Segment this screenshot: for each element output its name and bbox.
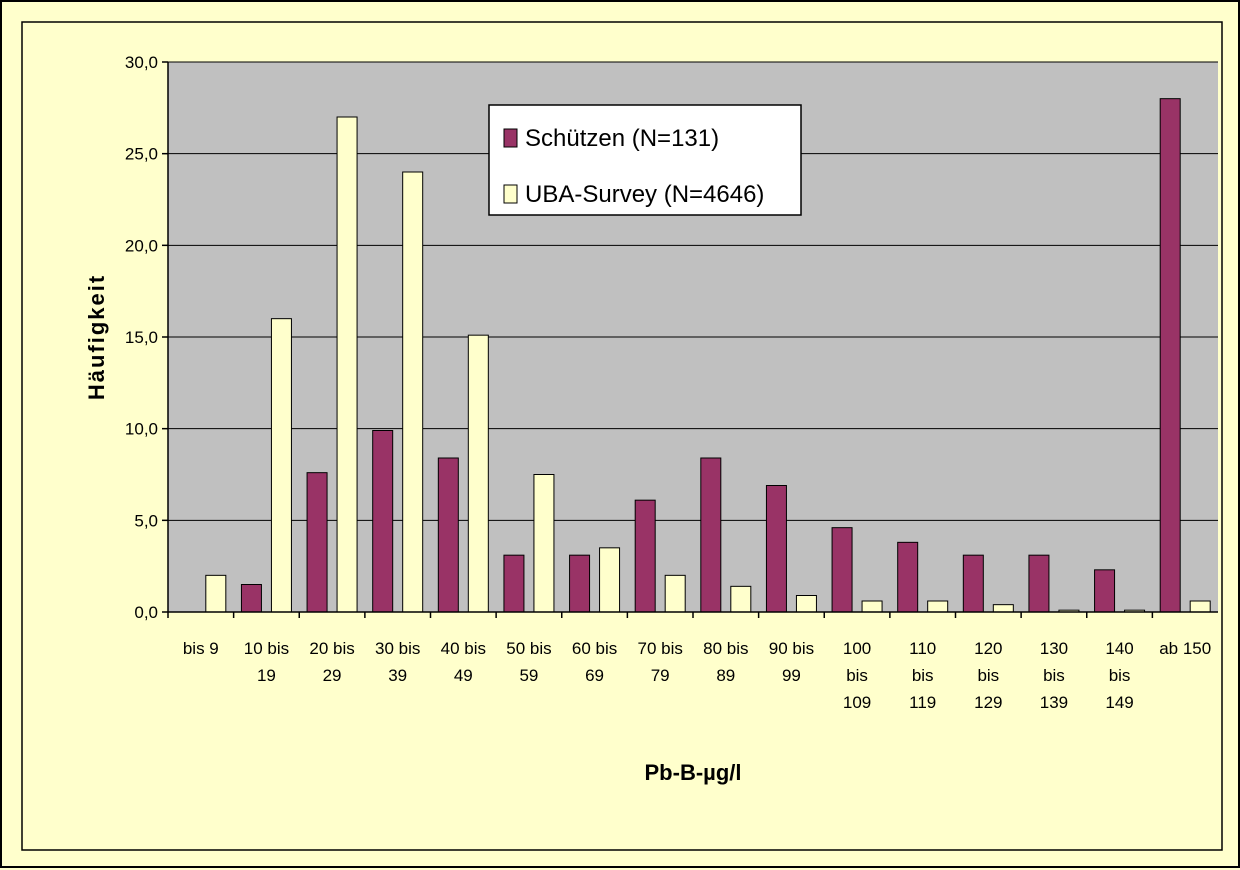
y-tick-label: 0,0: [134, 603, 158, 622]
y-tick-label: 30,0: [125, 53, 158, 72]
x-tick-label: 30 bis: [375, 639, 420, 658]
x-tick-label: 50 bis: [506, 639, 551, 658]
bar-schuetzen: [1094, 569, 1116, 613]
y-tick-label: 25,0: [125, 145, 158, 164]
legend-swatch-uba-survey: [503, 184, 518, 204]
bar-schuetzen: [569, 554, 591, 613]
x-tick-label: 110: [909, 639, 936, 658]
x-tick-label: 69: [585, 666, 604, 685]
x-tick-label: bis: [977, 666, 999, 685]
x-tick-label: bis 9: [183, 639, 219, 658]
x-tick-label: bis: [1043, 666, 1065, 685]
bar-schuetzen: [372, 430, 394, 613]
bar-uba-survey: [467, 334, 489, 613]
x-tick-label: 10 bis: [244, 639, 289, 658]
bar-uba-survey: [730, 585, 752, 613]
x-tick-label: 29: [323, 666, 342, 685]
legend-label-uba-survey: UBA-Survey (N=4646): [525, 181, 764, 208]
x-tick-label: 139: [1040, 693, 1068, 712]
x-tick-label: 90 bis: [769, 639, 814, 658]
x-tick-label: 70 bis: [638, 639, 683, 658]
bar-schuetzen: [1028, 554, 1050, 613]
x-tick-label: bis: [1109, 666, 1131, 685]
y-tick-label: 5,0: [134, 511, 158, 530]
bar-schuetzen: [962, 554, 984, 613]
legend-swatch-schuetzen: [503, 128, 518, 148]
y-axis-title: Häufigkeit: [84, 274, 109, 400]
x-tick-label: 140: [1105, 639, 1133, 658]
x-tick-label: 79: [651, 666, 670, 685]
y-tick-label: 10,0: [125, 420, 158, 439]
bar-schuetzen: [240, 584, 262, 613]
x-tick-label: 149: [1105, 693, 1133, 712]
x-tick-label: 99: [782, 666, 801, 685]
x-tick-label: 109: [843, 693, 871, 712]
bar-uba-survey: [599, 547, 621, 613]
legend-box: [488, 104, 802, 216]
bar-schuetzen: [831, 527, 853, 613]
bar-schuetzen: [897, 541, 919, 613]
x-tick-label: 130: [1040, 639, 1068, 658]
bar-uba-survey: [1189, 600, 1211, 613]
bar-uba-survey: [336, 116, 358, 613]
y-tick-label: 20,0: [125, 236, 158, 255]
bar-schuetzen: [437, 457, 459, 613]
bar-uba-survey: [270, 318, 292, 613]
x-tick-label: bis: [846, 666, 868, 685]
y-tick-labels: 0,0 5,0 10,0 15,0 20,0 25,0 30,0: [125, 53, 168, 622]
x-tick-label: 19: [257, 666, 276, 685]
x-tick-label: 129: [974, 693, 1002, 712]
x-tick-label: 80 bis: [703, 639, 748, 658]
bar-uba-survey: [795, 595, 817, 613]
x-tick-label: 60 bis: [572, 639, 617, 658]
x-tick-label: 49: [454, 666, 473, 685]
bar-uba-survey: [927, 600, 949, 613]
x-tick-label: ab 150: [1159, 639, 1211, 658]
x-tick-labels: bis 9 10 bis 19 20 bis 29 30 bis 39 40 bis 49 50 …: [167, 612, 1211, 712]
x-tick-label: 40 bis: [441, 639, 486, 658]
bar-schuetzen: [503, 554, 525, 613]
x-tick-label: 100: [843, 639, 871, 658]
x-tick-label: 89: [716, 666, 735, 685]
bar-uba-survey: [205, 574, 227, 613]
x-tick-label: 120: [974, 639, 1002, 658]
x-tick-label: bis: [912, 666, 934, 685]
legend-label-schuetzen: Schützen (N=131): [525, 125, 719, 152]
x-tick-label: 39: [388, 666, 407, 685]
x-tick-label: 20 bis: [309, 639, 354, 658]
bar-uba-survey: [664, 574, 686, 613]
bar-schuetzen: [700, 457, 722, 613]
bar-uba-survey: [992, 604, 1014, 613]
bars: [205, 98, 1211, 613]
chart-area: [21, 21, 1223, 851]
bar-schuetzen: [306, 472, 328, 613]
bar-schuetzen: [765, 485, 787, 613]
x-tick-label: 119: [909, 693, 936, 712]
x-tick-label: 59: [519, 666, 538, 685]
bar-uba-survey: [861, 600, 883, 613]
x-axis-title: Pb-B-µg/l: [645, 760, 742, 785]
bar-uba-survey: [402, 171, 424, 613]
y-tick-label: 15,0: [125, 328, 158, 347]
bar-schuetzen: [1159, 98, 1181, 613]
bar-schuetzen: [634, 499, 656, 613]
legend: Schützen (N=131) UBA-Survey (N=4646): [488, 104, 802, 216]
bar-uba-survey: [533, 474, 555, 613]
